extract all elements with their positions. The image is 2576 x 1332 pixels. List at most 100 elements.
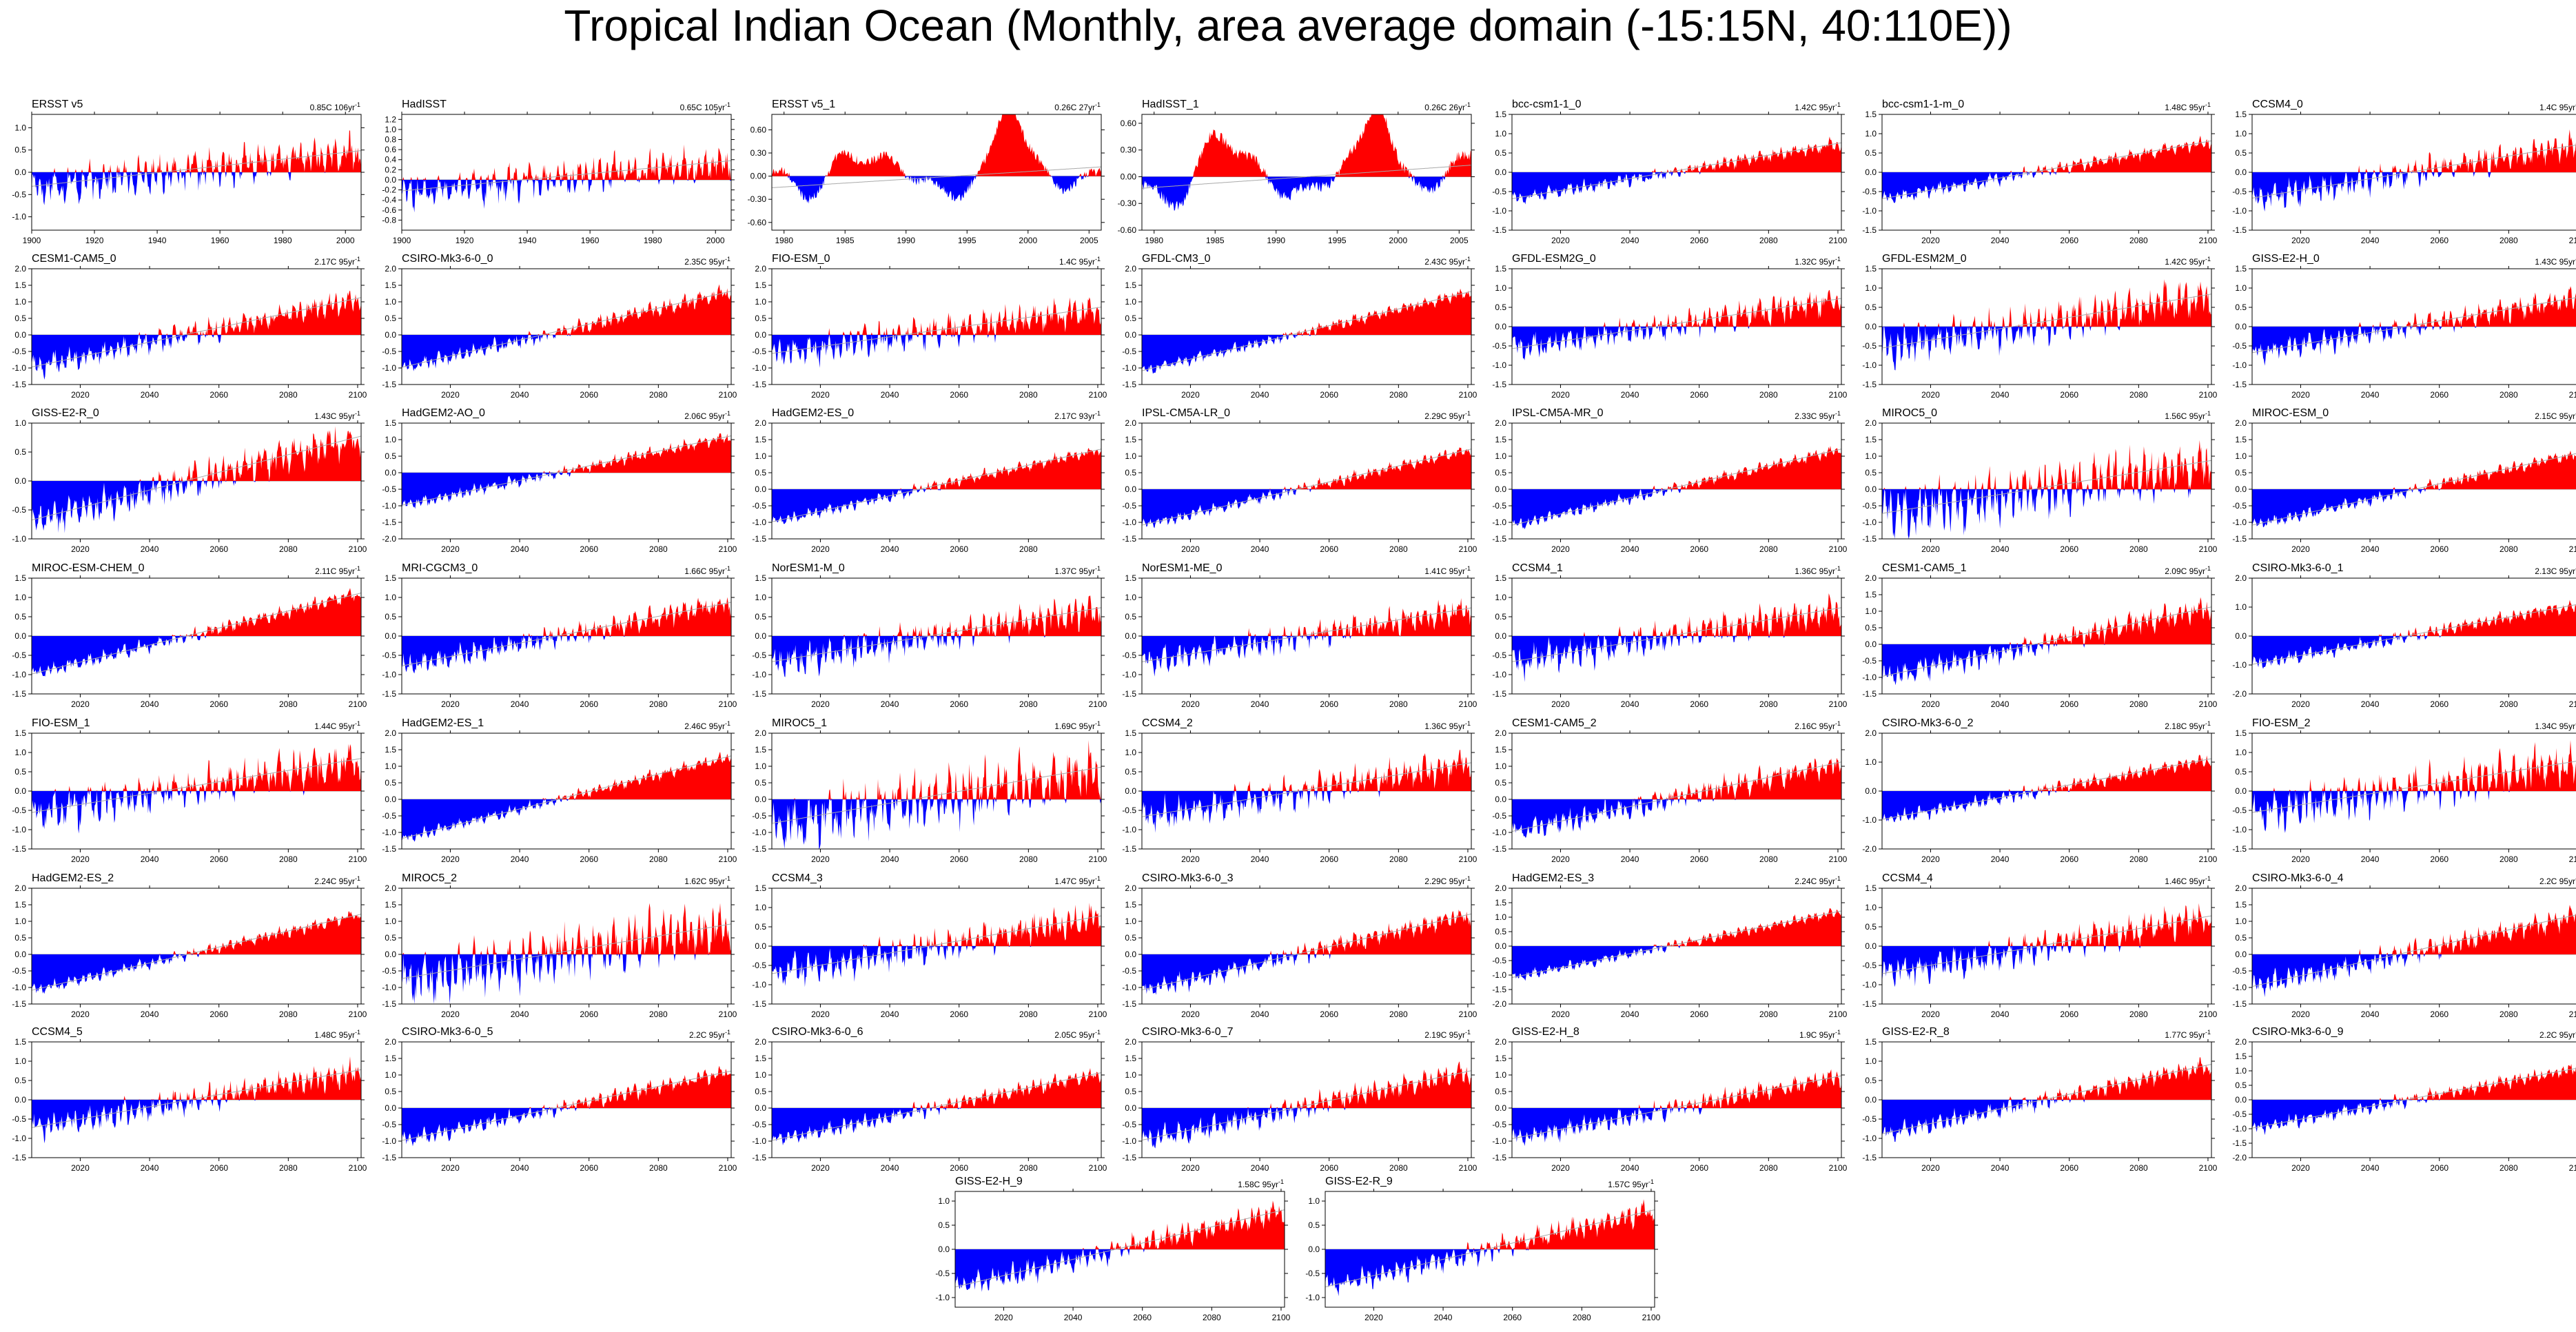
x-tick-label: 1960	[211, 236, 229, 245]
y-tick-label: 0.5	[2235, 148, 2247, 158]
x-tick-label: 2020	[1181, 390, 1200, 400]
x-tick-label: 2100	[2199, 699, 2218, 709]
chart-panel: CSIRO-Mk3-6-0_6 2.05C 95yr-1 2.0 1.5 1.0 0.5 0…	[740, 1025, 1107, 1182]
y-tick-label: -1.0	[1862, 518, 1877, 527]
y-tick-label: -1.0	[12, 363, 26, 373]
y-tick-label: -1.5	[1122, 999, 1136, 1009]
y-tick-label: 0.5	[755, 468, 766, 478]
y-tick-label: -0.5	[12, 189, 26, 199]
chart-svg: 2.0 1.5 1.0 0.5 0.0 -0.5 -1.0 -1.5 2020 2040 2060 2…	[1122, 418, 1477, 554]
chart-panel: HadGEM2-ES_3 2.24C 95yr-1 2.0 1.5 1.0 0.5 0.0 -…	[1480, 872, 1847, 1029]
y-tick-label: 1.5	[1865, 883, 1877, 893]
smoothed-trend-line	[1511, 142, 1842, 199]
x-tick-label: 1980	[274, 236, 292, 245]
panel-title: bcc-csm1-1-m_0	[1882, 99, 1965, 110]
chart-panel: NorESM1-ME_0 1.41C 95yr-1 1.5 1.0 0.5 0.0 -0.5…	[1110, 562, 1477, 719]
trend-value: 2.2C 95yr	[2539, 1030, 2575, 1040]
smoothed-trend-line	[2251, 761, 2576, 813]
smoothed-trend-line	[1881, 294, 2212, 349]
panel-title: CSIRO-Mk3-6-0_6	[772, 1026, 863, 1038]
chart-panel: GISS-E2-H_8 1.9C 95yr-1 2.0 1.5 1.0 0.5 0.0 -0.…	[1480, 1025, 1847, 1182]
y-tick-label: 2.0	[1495, 883, 1506, 893]
negative-anomaly-area	[32, 1100, 361, 1144]
x-tick-label: 2040	[1991, 390, 2010, 400]
y-tick-label: -1.0	[752, 363, 766, 373]
x-tick-label: 2100	[2569, 1010, 2576, 1019]
x-tick-label: 2100	[719, 390, 737, 400]
panel-trend: 2.15C 95yr-1	[2535, 408, 2576, 422]
chart-svg: 2.0 1.5 1.0 0.5 0.0 -0.5 -1.0 -1.5 -2.0 2020 2040 2…	[2232, 1037, 2576, 1173]
plot-frame	[401, 422, 732, 540]
y-tick-label: -1.0	[1862, 980, 1877, 990]
y-tick-label: 0.0	[1495, 167, 1506, 177]
y-tick-label: 1.0	[385, 1070, 396, 1080]
y-tick-label: 1.0	[385, 916, 396, 926]
x-tick-label: 2080	[2500, 1010, 2518, 1019]
y-tick-label: 0.5	[1495, 468, 1506, 478]
x-tick-label: 2100	[349, 544, 367, 554]
trend-exponent: -1	[724, 875, 730, 882]
panel-title: FIO-ESM_0	[772, 253, 830, 265]
y-tick-label: -0.6	[382, 205, 396, 215]
positive-anomaly-area	[772, 297, 1101, 335]
x-tick-label: 2100	[1829, 544, 1848, 554]
chart-panel: HadISST_1 0.26C 26yr-1 0.60 0.30 0.00 -0.30 -0…	[1110, 98, 1475, 255]
plot-frame	[1141, 1041, 1472, 1158]
y-tick-label: -1.0	[1492, 670, 1506, 679]
y-tick-label: -1.5	[752, 689, 766, 699]
panel-trend: 1.56C 95yr-1	[2165, 408, 2211, 422]
panel-trend: 1.4C 95yr-1	[1059, 254, 1101, 267]
x-tick-label: 2000	[1019, 236, 1037, 245]
trend-exponent: -1	[354, 410, 360, 417]
chart-panel: GFDL-ESM2G_0 1.32C 95yr-1 1.5 1.0 0.5 0.0 -0.5…	[1480, 252, 1847, 409]
y-tick-label: -1.5	[382, 844, 396, 854]
positive-anomaly-area	[402, 597, 731, 636]
x-tick-label: 2020	[1921, 699, 1940, 709]
y-tick-label: 0.0	[2235, 786, 2247, 796]
x-tick-label: 2080	[1759, 1010, 1778, 1019]
panel-trend: 2.33C 95yr-1	[1795, 408, 1841, 422]
x-tick-label: 2100	[719, 544, 737, 554]
y-tick-label: -1.0	[1862, 206, 1877, 216]
smoothed-trend-line	[401, 923, 732, 979]
y-tick-label: -1.0	[1122, 825, 1136, 834]
chart-panel: IPSL-CM5A-LR_0 2.29C 95yr-1 2.0 1.5 1.0 0.5 0.…	[1110, 407, 1477, 564]
x-tick-label: 2040	[1251, 1010, 1269, 1019]
panel-trend: 1.77C 95yr-1	[2165, 1027, 2211, 1041]
y-tick-label: -1.5	[1862, 380, 1877, 389]
x-tick-label: 2080	[279, 1163, 298, 1173]
trend-exponent: -1	[1094, 256, 1101, 263]
y-tick-label: 2.0	[1495, 1037, 1506, 1047]
y-tick-label: 0.0	[1495, 322, 1506, 331]
y-tick-label: -0.60	[1118, 225, 1137, 235]
x-tick-label: 2040	[881, 1010, 899, 1019]
y-tick-label: -0.5	[1492, 956, 1506, 965]
y-tick-label: 0.0	[1125, 950, 1136, 959]
x-tick-label: 2040	[1434, 1313, 1453, 1322]
y-tick-label: 2.0	[385, 264, 396, 274]
chart-svg: 1.5 1.0 0.5 0.0 -0.5 -1.0 -1.5 2020 2040 2060 2080…	[12, 728, 367, 864]
positive-anomaly-area	[402, 903, 731, 954]
x-tick-label: 2040	[511, 390, 529, 400]
y-tick-label: 1.0	[1865, 903, 1877, 912]
x-tick-label: 2100	[1089, 390, 1107, 400]
smoothed-trend-line	[1511, 761, 1842, 832]
x-tick-label: 2020	[2291, 1010, 2310, 1019]
x-tick-label: 2100	[1272, 1313, 1291, 1322]
y-tick-label: 0.5	[385, 933, 396, 943]
x-tick-label: 2060	[580, 854, 598, 864]
x-tick-label: 2020	[1551, 236, 1570, 245]
x-tick-label: 2100	[1459, 1010, 1478, 1019]
y-tick-label: 2.0	[2235, 573, 2247, 583]
y-tick-label: 2.0	[1495, 418, 1506, 428]
x-tick-label: 2040	[2361, 854, 2380, 864]
x-tick-label: 2100	[349, 1163, 367, 1173]
x-tick-label: 2020	[2291, 390, 2310, 400]
x-tick-label: 2080	[2129, 854, 2148, 864]
y-tick-label: 0.5	[1125, 767, 1136, 777]
y-tick-label: -1.0	[1122, 363, 1136, 373]
y-tick-label: -0.5	[1492, 501, 1506, 511]
y-tick-label: 1.0	[2235, 916, 2247, 926]
negative-anomaly-area	[32, 481, 361, 533]
y-tick-label: 1.0	[14, 123, 26, 132]
